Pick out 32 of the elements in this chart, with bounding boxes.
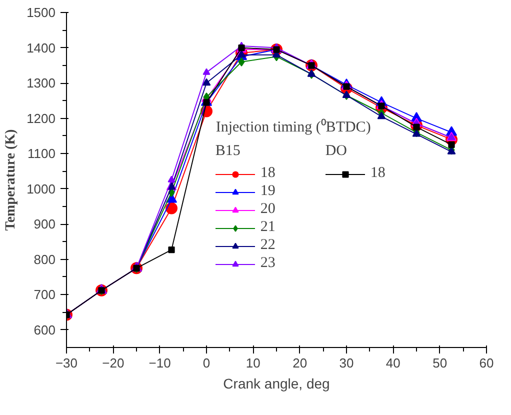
y-tick-label: 1100 xyxy=(28,146,56,162)
x-tick-label: −30 xyxy=(55,356,78,370)
x-tick-label: 0 xyxy=(202,356,210,370)
y-tick-label: 800 xyxy=(34,252,56,267)
y-tick-label: 1400 xyxy=(26,40,56,56)
legend-label: 21 xyxy=(260,219,276,236)
legend-label: 23 xyxy=(260,255,276,272)
y-tick-label: 700 xyxy=(34,287,56,302)
annotation: B15 xyxy=(215,143,242,160)
legend-label: 18 xyxy=(260,165,276,182)
x-tick-label: −20 xyxy=(102,356,124,370)
y-axis-title: Temperature (K) xyxy=(4,128,19,231)
legend-label: 18 xyxy=(370,165,386,182)
y-tick-label: 900 xyxy=(34,216,56,232)
x-tick-label: 40 xyxy=(386,356,400,370)
legend-title: Injection timing (⁰BTDC) xyxy=(216,118,371,136)
y-tick-label: 1000 xyxy=(26,181,56,196)
legend-label: 20 xyxy=(260,201,276,218)
x-tick-label: 20 xyxy=(292,356,308,370)
y-tick-label: 600 xyxy=(34,322,56,338)
legend-label: 19 xyxy=(260,183,276,200)
x-tick-label: 30 xyxy=(339,356,354,370)
x-tick-label: 50 xyxy=(432,356,448,370)
x-axis-title: Crank angle, deg xyxy=(223,376,330,392)
y-tick-label: 1500 xyxy=(26,5,56,20)
annotation: DO xyxy=(325,143,348,160)
legend-label: 22 xyxy=(260,237,276,254)
y-tick-label: 1200 xyxy=(26,110,56,126)
y-tick-label: 1300 xyxy=(26,76,56,91)
x-tick-label: 10 xyxy=(246,356,260,370)
x-tick-label: 60 xyxy=(479,356,494,370)
x-tick-label: −10 xyxy=(148,356,171,370)
